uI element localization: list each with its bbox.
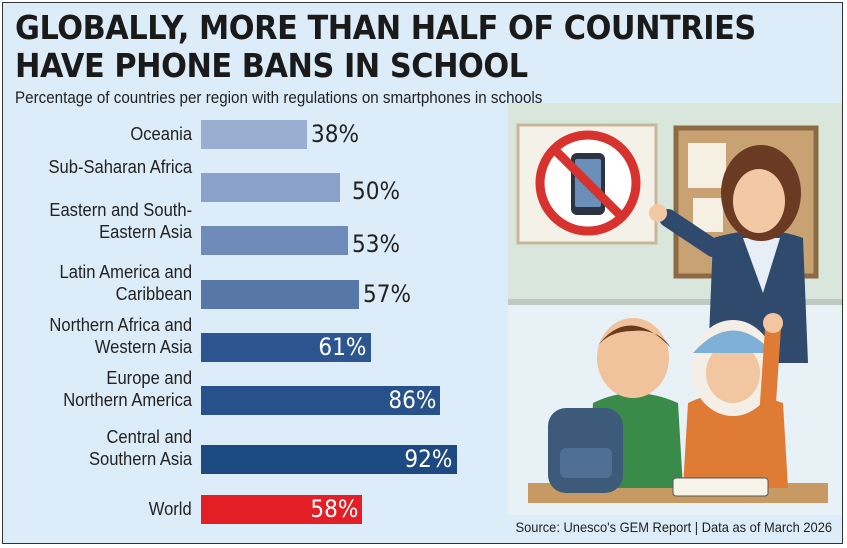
category-label-line: Northern America <box>63 390 192 410</box>
category-label-line: Southern Asia <box>88 449 192 469</box>
data-label: 50% <box>352 177 401 205</box>
category-label-line: Caribbean <box>115 284 192 304</box>
no-phone-icon <box>535 130 641 236</box>
bar <box>201 280 360 309</box>
chart-subtitle: Percentage of countries per region with … <box>15 89 543 107</box>
category-label-line: Central and <box>106 427 192 447</box>
category-label-line: Oceania <box>130 124 192 144</box>
bar <box>201 173 340 202</box>
bar <box>201 120 307 149</box>
category-label-line: Northern Africa and <box>49 315 192 335</box>
category-label-line: World <box>149 499 192 519</box>
category-label: Eastern and South- Eastern Asia <box>49 199 192 243</box>
category-label-line: Eastern and South- <box>49 200 192 220</box>
data-label: 92% <box>404 445 453 473</box>
category-label: Sub-Saharan Africa <box>48 156 192 178</box>
classroom-illustration <box>508 103 842 515</box>
category-label-line: Latin America and <box>59 262 192 282</box>
source-note: Source: Unesco's GEM Report | Data as of… <box>515 519 832 535</box>
data-label: 61% <box>318 333 367 361</box>
chart-title: GLOBALLY, MORE THAN HALF OF COUNTRIES HA… <box>15 9 756 85</box>
category-label-line: Europe and <box>106 368 192 388</box>
data-label: 86% <box>388 386 437 414</box>
category-label-line: Eastern Asia <box>99 222 192 242</box>
category-label: Europe and Northern America <box>63 367 192 411</box>
data-label: 58% <box>310 495 359 523</box>
category-label-line: Sub-Saharan Africa <box>48 157 192 177</box>
data-label: 53% <box>352 230 401 258</box>
bar <box>201 386 441 415</box>
bar <box>201 495 363 524</box>
category-label: Central and Southern Asia <box>89 426 192 470</box>
student-girl <box>683 313 788 488</box>
category-label-line: Western Asia <box>94 337 192 357</box>
data-label: 57% <box>363 280 412 308</box>
title-line-1: GLOBALLY, MORE THAN HALF OF COUNTRIES <box>15 8 756 47</box>
bar <box>201 333 371 362</box>
data-label: 38% <box>310 120 359 148</box>
category-label: World <box>149 498 192 520</box>
category-label: Oceania <box>130 123 192 145</box>
category-label: Latin America and Caribbean <box>59 261 192 305</box>
bar <box>201 445 457 474</box>
category-label: Northern Africa and Western Asia <box>49 314 192 358</box>
bar <box>201 226 349 255</box>
backpack-icon <box>548 408 623 493</box>
title-line-2: HAVE PHONE BANS IN SCHOOL <box>15 46 528 85</box>
